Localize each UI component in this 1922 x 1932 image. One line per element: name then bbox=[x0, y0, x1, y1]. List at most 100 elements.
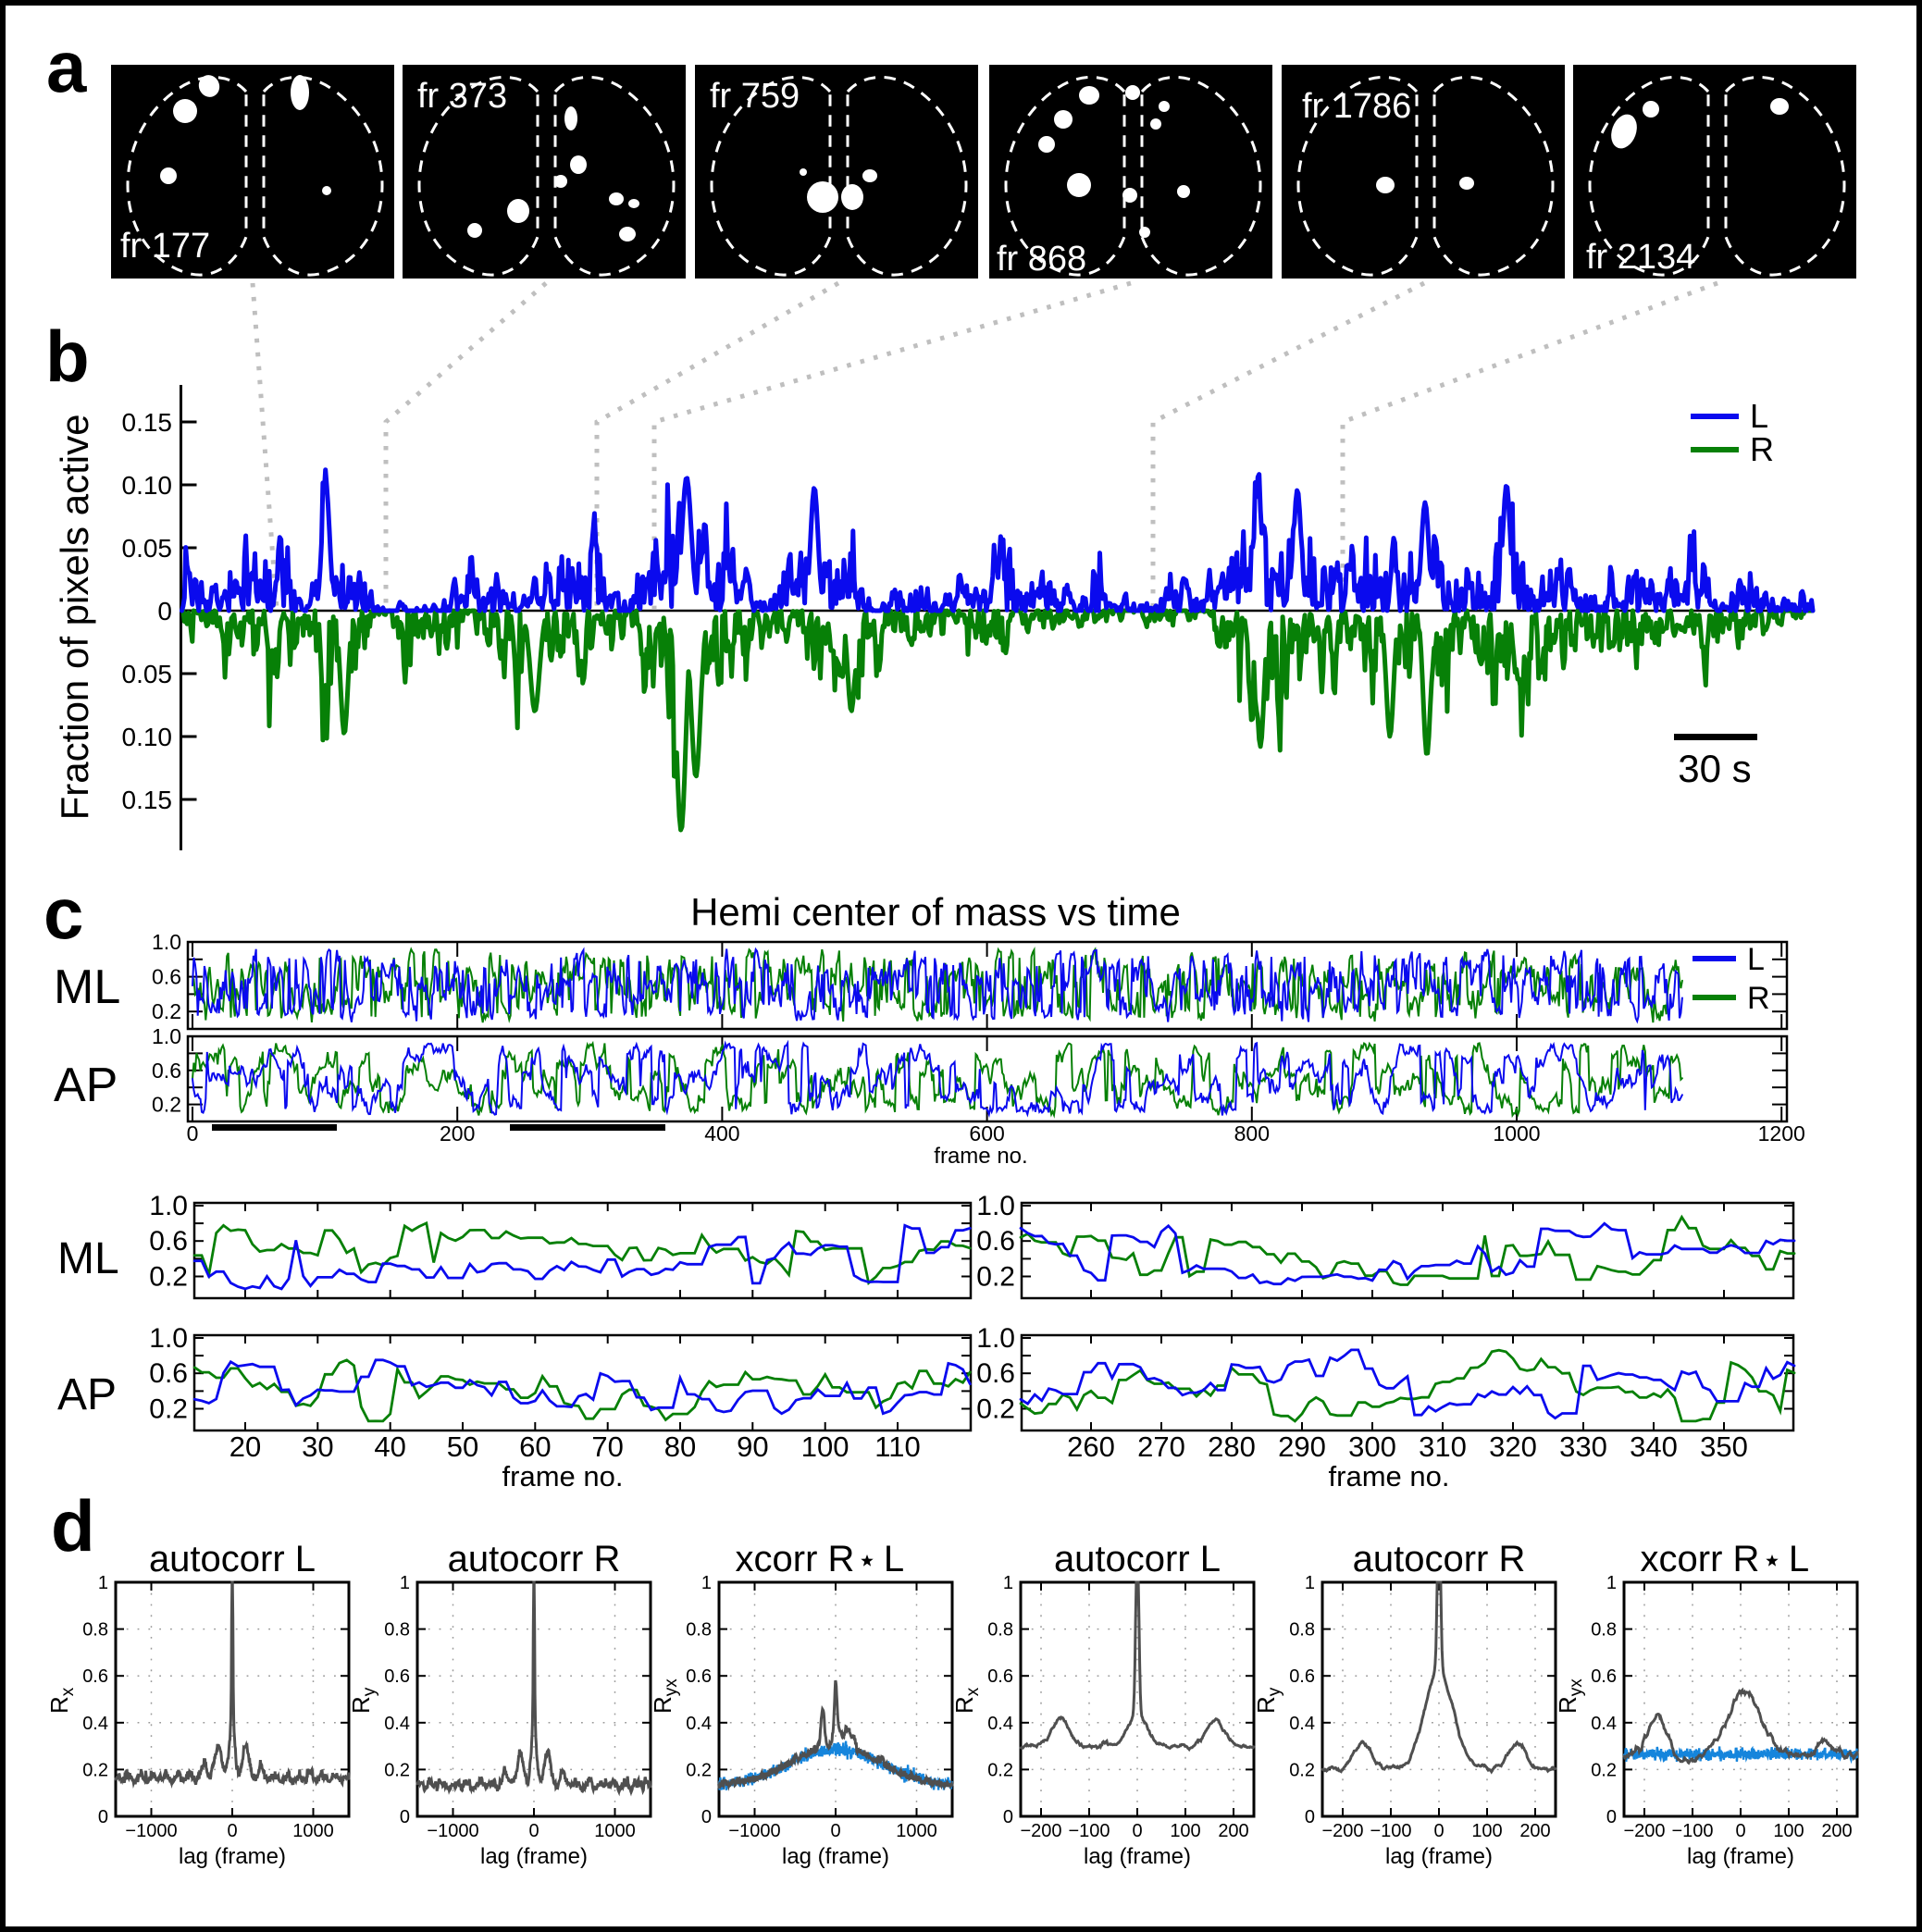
svg-text:0.15: 0.15 bbox=[122, 786, 173, 814]
svg-text:0: 0 bbox=[1305, 1807, 1315, 1827]
svg-text:0.4: 0.4 bbox=[1289, 1714, 1315, 1734]
svg-text:0.2: 0.2 bbox=[976, 1393, 1015, 1424]
svg-text:xcorr R: xcorr R bbox=[736, 1539, 855, 1579]
svg-text:−100: −100 bbox=[1068, 1821, 1110, 1841]
svg-text:270: 270 bbox=[1137, 1430, 1185, 1463]
svg-text:0.2: 0.2 bbox=[152, 1093, 181, 1117]
svg-text:0.6: 0.6 bbox=[1289, 1666, 1315, 1687]
svg-text:0.2: 0.2 bbox=[976, 1261, 1015, 1292]
svg-text:−200: −200 bbox=[1020, 1821, 1061, 1841]
svg-text:0.8: 0.8 bbox=[82, 1620, 108, 1641]
svg-text:1.0: 1.0 bbox=[149, 1323, 188, 1354]
svg-text:0.2: 0.2 bbox=[82, 1760, 108, 1780]
svg-text:400: 400 bbox=[704, 1121, 739, 1146]
svg-text:lag (frame): lag (frame) bbox=[1084, 1844, 1191, 1869]
svg-text:0.2: 0.2 bbox=[1591, 1760, 1617, 1780]
svg-text:frame no.: frame no. bbox=[934, 1144, 1027, 1169]
svg-text:lag (frame): lag (frame) bbox=[782, 1844, 889, 1869]
svg-text:0.6: 0.6 bbox=[152, 1059, 181, 1083]
svg-text:−1000: −1000 bbox=[728, 1821, 780, 1841]
svg-text:fr 2134: fr 2134 bbox=[1586, 238, 1695, 277]
svg-text:1: 1 bbox=[701, 1573, 712, 1593]
svg-text:0.2: 0.2 bbox=[149, 1261, 188, 1292]
svg-text:0: 0 bbox=[528, 1821, 539, 1841]
svg-text:0: 0 bbox=[1606, 1807, 1617, 1827]
svg-text:0.05: 0.05 bbox=[122, 660, 173, 688]
svg-text:1000: 1000 bbox=[292, 1821, 334, 1841]
svg-text:0.8: 0.8 bbox=[384, 1620, 410, 1641]
svg-text:autocorr R: autocorr R bbox=[1353, 1539, 1526, 1579]
svg-text:fr 868: fr 868 bbox=[997, 240, 1086, 279]
svg-text:0.8: 0.8 bbox=[987, 1620, 1013, 1641]
svg-text:90: 90 bbox=[737, 1430, 768, 1463]
svg-text:0: 0 bbox=[830, 1821, 840, 1841]
svg-text:0.8: 0.8 bbox=[1289, 1620, 1315, 1641]
svg-text:c: c bbox=[43, 873, 83, 954]
svg-text:Hemi center of mass vs time: Hemi center of mass vs time bbox=[690, 890, 1181, 934]
svg-text:0.6: 0.6 bbox=[1591, 1666, 1617, 1687]
svg-text:0.2: 0.2 bbox=[149, 1393, 188, 1424]
svg-text:R: R bbox=[1750, 430, 1774, 468]
svg-text:lag (frame): lag (frame) bbox=[480, 1844, 588, 1869]
svg-text:0.2: 0.2 bbox=[987, 1760, 1013, 1780]
svg-text:0.6: 0.6 bbox=[976, 1358, 1015, 1389]
svg-text:310: 310 bbox=[1419, 1430, 1467, 1463]
svg-text:110: 110 bbox=[874, 1430, 920, 1463]
svg-text:fr 177: fr 177 bbox=[120, 227, 210, 266]
svg-text:1200: 1200 bbox=[1758, 1121, 1805, 1146]
svg-text:200: 200 bbox=[1519, 1821, 1550, 1841]
svg-text:0: 0 bbox=[98, 1807, 108, 1827]
svg-text:330: 330 bbox=[1559, 1430, 1607, 1463]
svg-text:1: 1 bbox=[400, 1573, 410, 1593]
svg-text:100: 100 bbox=[1773, 1821, 1804, 1841]
svg-text:xcorr R: xcorr R bbox=[1641, 1539, 1760, 1579]
svg-text:0.2: 0.2 bbox=[152, 999, 181, 1023]
svg-text:1.0: 1.0 bbox=[976, 1191, 1015, 1221]
svg-text:20: 20 bbox=[229, 1430, 261, 1463]
svg-text:0: 0 bbox=[227, 1821, 237, 1841]
svg-text:260: 260 bbox=[1067, 1430, 1115, 1463]
svg-text:320: 320 bbox=[1489, 1430, 1537, 1463]
svg-text:1000: 1000 bbox=[594, 1821, 636, 1841]
svg-text:1: 1 bbox=[98, 1573, 108, 1593]
svg-text:d: d bbox=[51, 1485, 95, 1567]
svg-text:0.4: 0.4 bbox=[82, 1714, 108, 1734]
svg-text:0: 0 bbox=[1735, 1821, 1745, 1841]
svg-text:fr 373: fr 373 bbox=[417, 77, 507, 116]
svg-text:0.6: 0.6 bbox=[149, 1358, 188, 1389]
svg-text:0.6: 0.6 bbox=[152, 965, 181, 989]
svg-text:ML: ML bbox=[57, 1234, 119, 1283]
svg-text:50: 50 bbox=[447, 1430, 478, 1463]
svg-text:lag (frame): lag (frame) bbox=[179, 1844, 286, 1869]
svg-text:0.6: 0.6 bbox=[976, 1226, 1015, 1257]
svg-text:a: a bbox=[46, 26, 87, 107]
svg-text:fr 1786: fr 1786 bbox=[1302, 87, 1411, 126]
svg-text:0.6: 0.6 bbox=[987, 1666, 1013, 1687]
svg-text:0.4: 0.4 bbox=[384, 1714, 410, 1734]
svg-text:0: 0 bbox=[1433, 1821, 1444, 1841]
svg-text:1: 1 bbox=[1305, 1573, 1315, 1593]
svg-text:−1000: −1000 bbox=[125, 1821, 177, 1841]
svg-text:−200: −200 bbox=[1321, 1821, 1363, 1841]
svg-text:280: 280 bbox=[1208, 1430, 1256, 1463]
svg-text:1000: 1000 bbox=[896, 1821, 937, 1841]
svg-text:100: 100 bbox=[1471, 1821, 1502, 1841]
svg-text:−1000: −1000 bbox=[427, 1821, 478, 1841]
svg-text:1.0: 1.0 bbox=[152, 1024, 181, 1048]
svg-text:0.4: 0.4 bbox=[987, 1714, 1013, 1734]
svg-text:Ryx: Ryx bbox=[649, 1678, 681, 1714]
svg-text:0.10: 0.10 bbox=[122, 723, 173, 751]
svg-text:0.6: 0.6 bbox=[82, 1666, 108, 1687]
svg-text:Ry: Ry bbox=[1252, 1687, 1284, 1714]
svg-text:0.8: 0.8 bbox=[686, 1620, 712, 1641]
svg-text:0: 0 bbox=[701, 1807, 712, 1827]
svg-text:300: 300 bbox=[1348, 1430, 1396, 1463]
svg-text:70: 70 bbox=[591, 1430, 623, 1463]
svg-text:lag (frame): lag (frame) bbox=[1687, 1844, 1794, 1869]
svg-text:AP: AP bbox=[54, 1059, 118, 1112]
svg-text:0.4: 0.4 bbox=[1591, 1714, 1617, 1734]
svg-text:autocorr R: autocorr R bbox=[448, 1539, 621, 1579]
svg-text:L: L bbox=[1747, 942, 1765, 977]
svg-text:100: 100 bbox=[1170, 1821, 1200, 1841]
svg-text:1000: 1000 bbox=[1493, 1121, 1540, 1146]
